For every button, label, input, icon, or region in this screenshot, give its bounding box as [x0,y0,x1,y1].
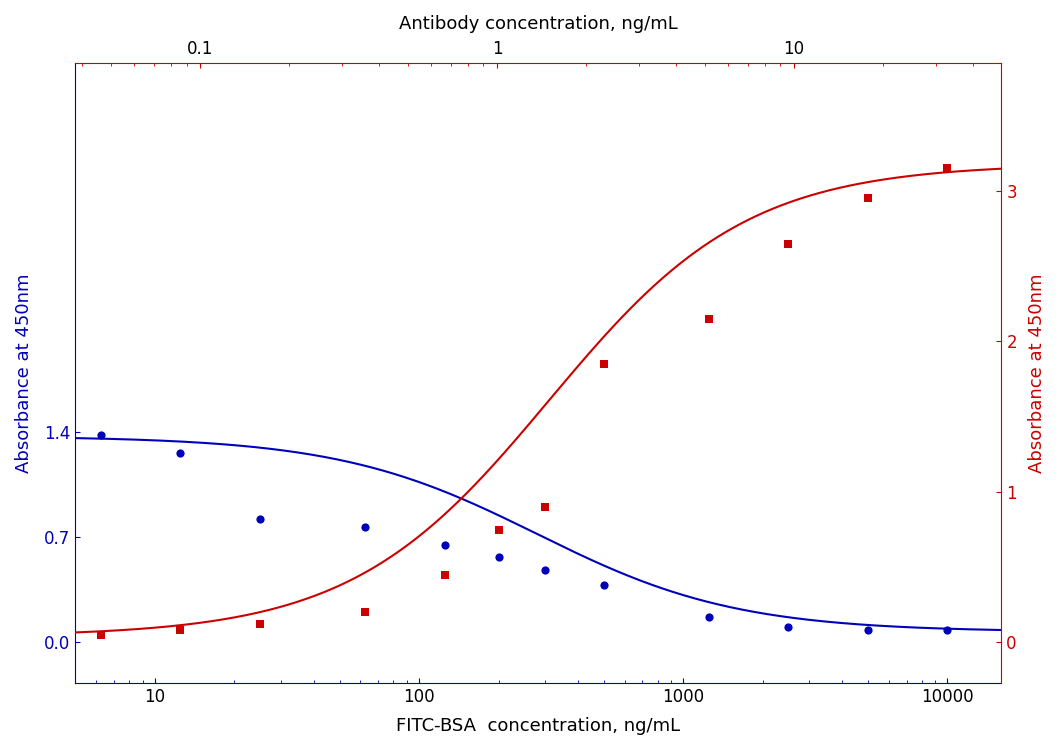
Point [490,524,507,536]
Point [251,513,268,525]
Point [700,610,717,622]
Point [595,358,612,370]
Point [356,520,373,532]
Point [251,618,268,630]
Point [92,628,109,640]
X-axis label: Antibody concentration, ng/mL: Antibody concentration, ng/mL [399,15,678,33]
Point [859,193,876,205]
Point [490,550,507,562]
Point [939,624,956,636]
Point [595,579,612,591]
Point [172,447,189,459]
Point [700,313,717,325]
Point [356,606,373,618]
Y-axis label: Absorbance at 450nm: Absorbance at 450nm [15,273,33,472]
Point [436,568,453,580]
Point [780,238,797,250]
Point [939,162,956,174]
Point [780,621,797,633]
Point [537,501,554,513]
Point [859,624,876,636]
Point [92,429,109,441]
Point [537,564,554,576]
Y-axis label: Absorbance at 450nm: Absorbance at 450nm [1028,273,1046,472]
X-axis label: FITC-BSA  concentration, ng/mL: FITC-BSA concentration, ng/mL [397,717,680,735]
Point [436,538,453,550]
Point [172,624,189,636]
